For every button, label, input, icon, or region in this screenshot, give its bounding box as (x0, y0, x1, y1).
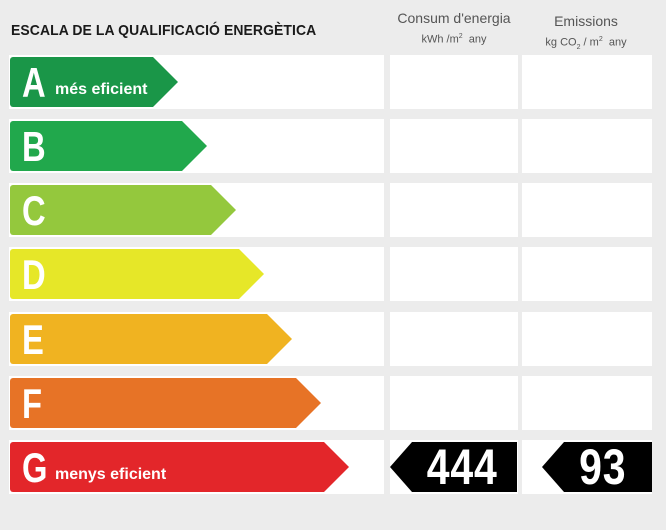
consum-cell (390, 119, 518, 173)
rating-arrow-b: B (10, 121, 207, 171)
emissions-cell (522, 312, 652, 366)
consum-cell (390, 312, 518, 366)
rating-letter: D (22, 251, 46, 298)
emissions-unit: kg CO2 / m2 any (545, 36, 627, 51)
emissions-value-badge: 93 (542, 442, 652, 492)
emissions-label: Emissions (554, 13, 618, 29)
consum-value: 444 (427, 439, 498, 495)
rating-caption: menys eficient (55, 466, 167, 483)
emissions-cell (522, 376, 652, 430)
emissions-value: 93 (579, 439, 627, 495)
emissions-cell (522, 119, 652, 173)
consum-cell (390, 55, 518, 109)
page-title: ESCALA DE LA QUALIFICACIÓ ENERGÈTICA (11, 22, 317, 39)
rating-letter: G (22, 444, 48, 491)
consum-cell: 444 (390, 440, 518, 494)
rating-letter: E (22, 316, 44, 363)
rating-arrow-e: E (10, 314, 292, 364)
consum-cell (390, 376, 518, 430)
rating-letter: A (22, 59, 46, 106)
emissions-cell (522, 55, 652, 109)
rating-letter: C (22, 187, 46, 234)
emissions-header: Emissions kg CO2 / m2 any (522, 12, 650, 55)
emissions-cell (522, 247, 652, 301)
emissions-cell (522, 183, 652, 237)
consum-header: Consum d'energia kWh /m2 any (390, 9, 518, 47)
consum-unit: kWh /m2 any (421, 33, 487, 46)
consum-cell (390, 183, 518, 237)
rating-caption: més eficient (55, 81, 148, 98)
emissions-cell: 93 (522, 440, 652, 494)
rating-arrow-d: D (10, 249, 264, 299)
rating-arrow-c: C (10, 185, 236, 235)
consum-cell (390, 247, 518, 301)
consum-label: Consum d'energia (397, 10, 511, 26)
consum-value-badge: 444 (390, 442, 517, 492)
rating-letter: F (22, 380, 43, 427)
rating-arrow-f: F (10, 378, 321, 428)
rating-letter: B (22, 123, 46, 170)
